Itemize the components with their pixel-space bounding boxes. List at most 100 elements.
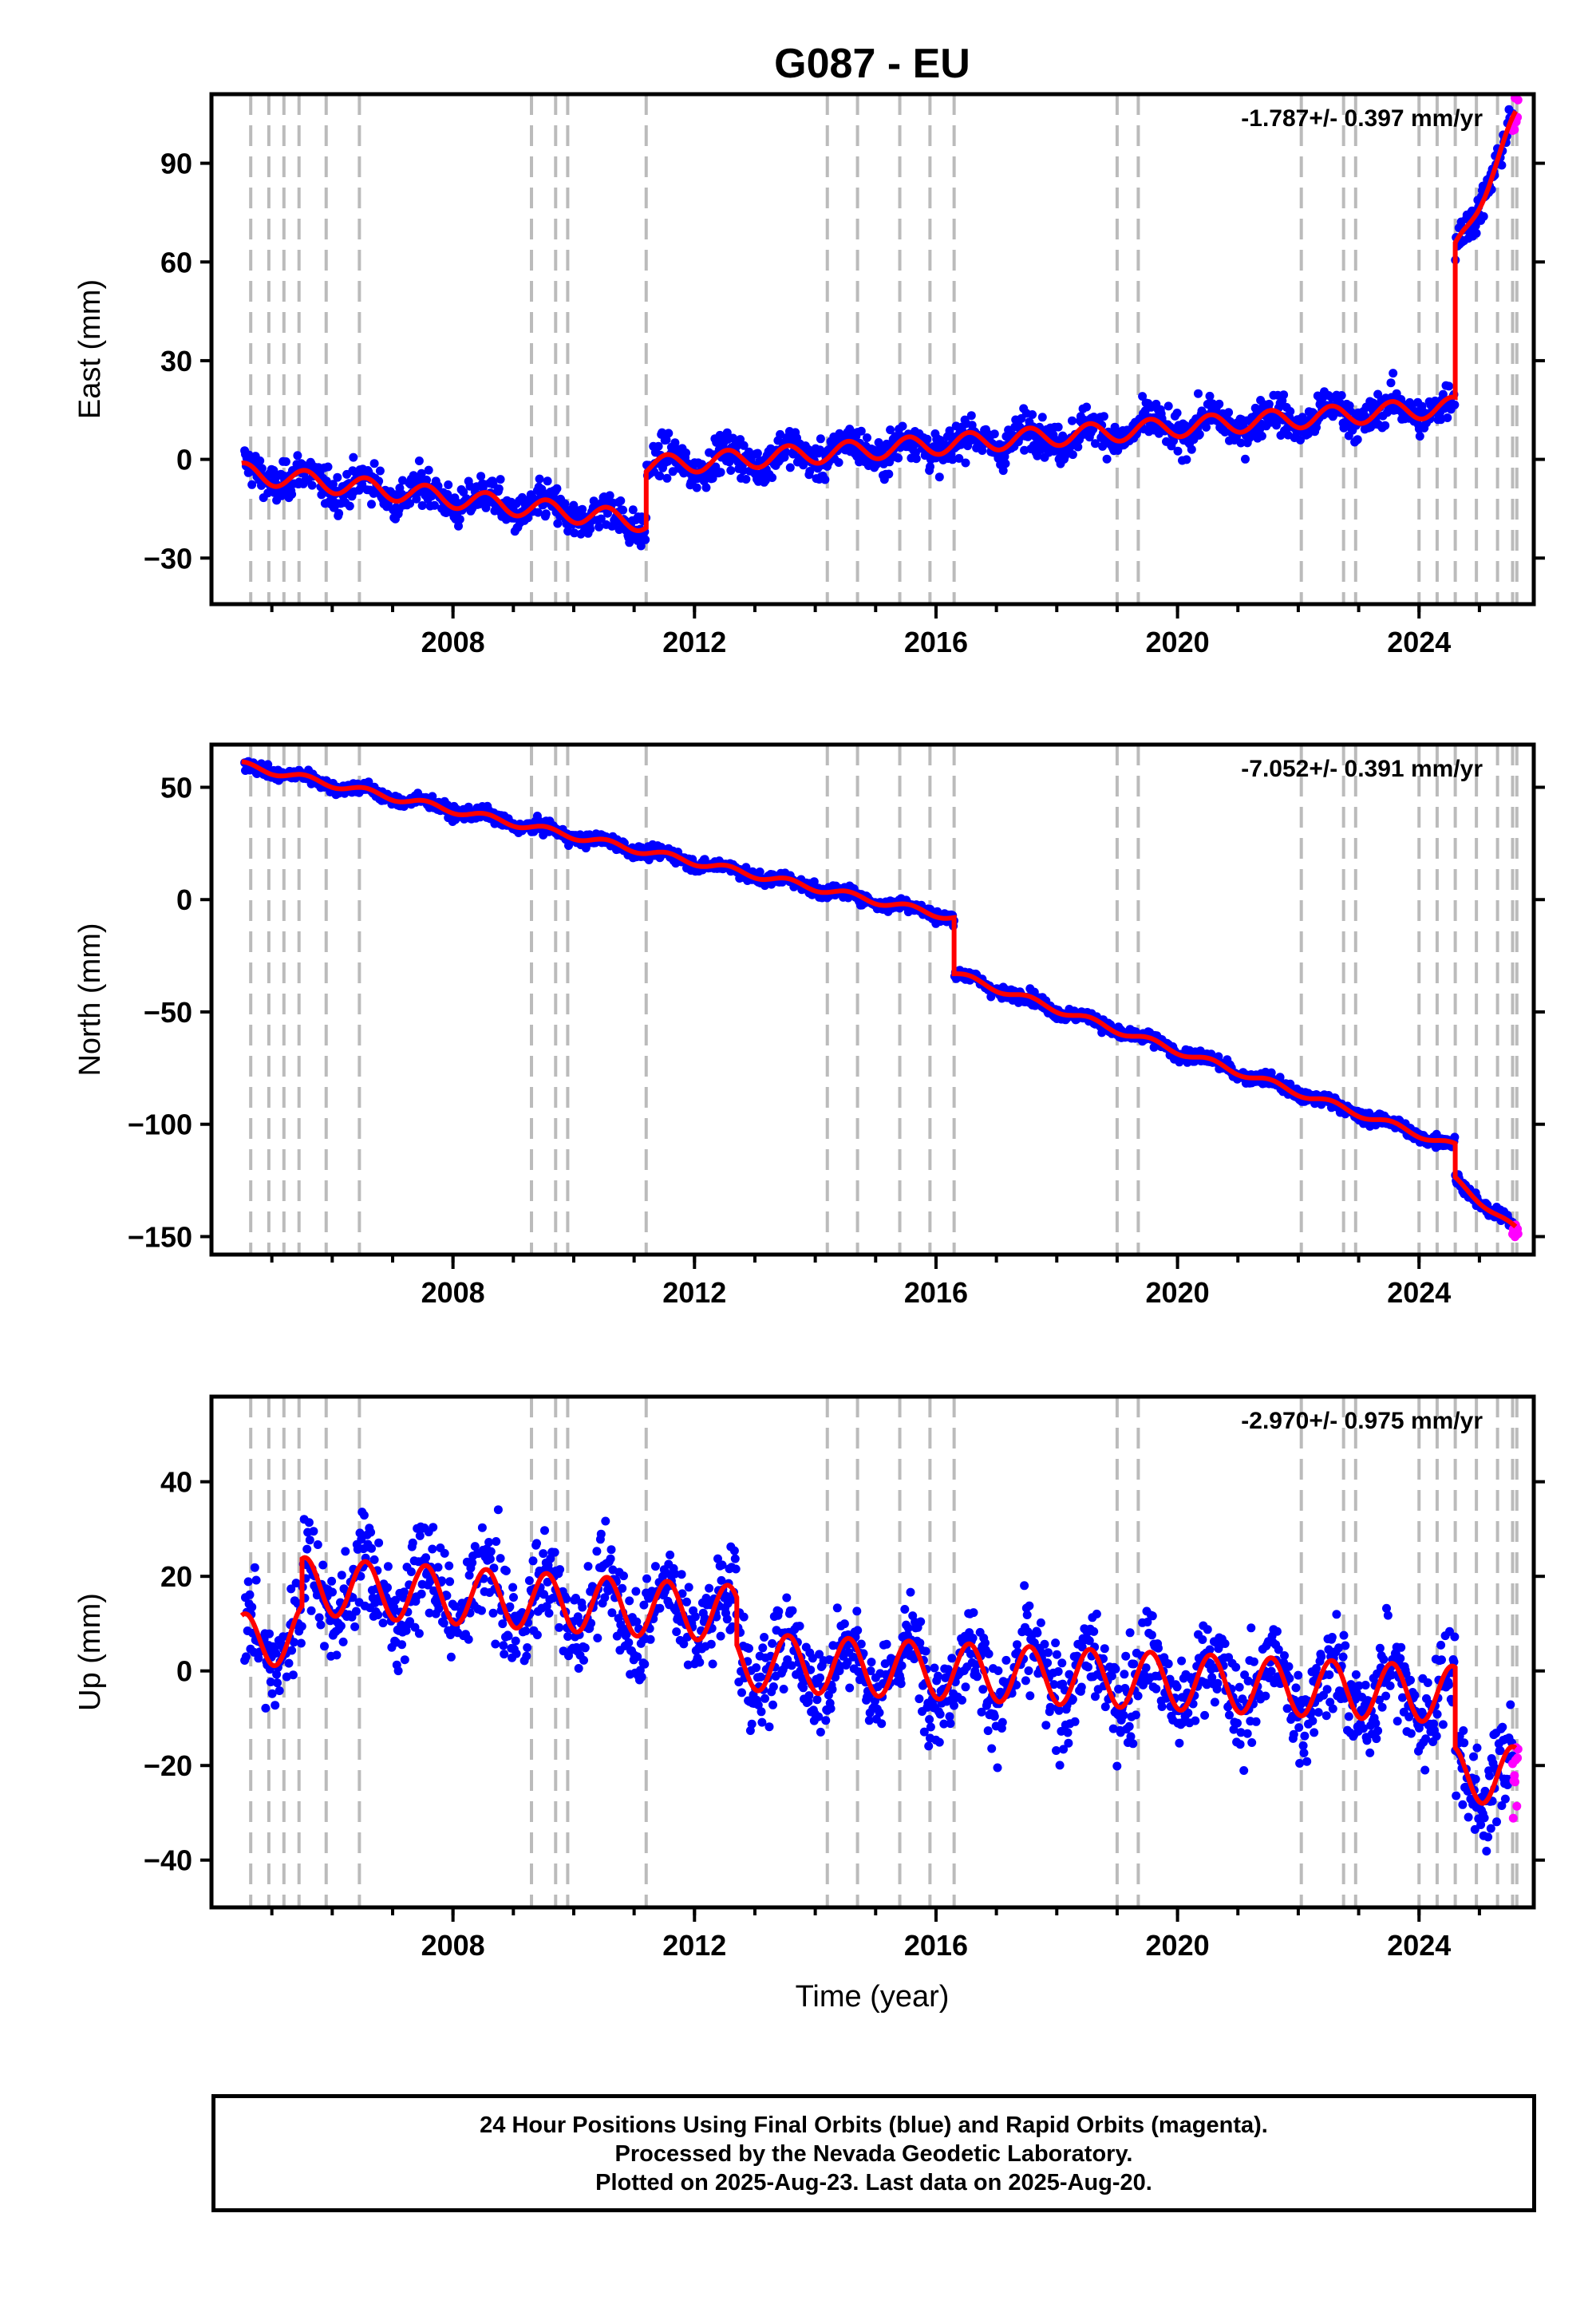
data-point (730, 1554, 740, 1563)
data-point (1070, 1717, 1080, 1726)
data-point (760, 1633, 769, 1642)
data-point (642, 1574, 651, 1583)
data-point (257, 464, 267, 473)
data-point (562, 1594, 571, 1603)
data-point (578, 504, 587, 514)
data-point (1063, 1728, 1073, 1737)
data-point (732, 441, 741, 451)
data-point (812, 1695, 822, 1705)
data-point (863, 433, 871, 442)
data-point (496, 1554, 505, 1563)
data-point (672, 1627, 681, 1637)
data-point (275, 1686, 284, 1695)
data-point (779, 1685, 788, 1694)
data-point (569, 500, 579, 510)
data-point (273, 1678, 282, 1688)
data-point (757, 1717, 767, 1727)
data-point (555, 1622, 564, 1632)
data-point (1169, 436, 1179, 445)
rapid-data-point (1513, 95, 1523, 105)
data-point (1111, 1664, 1120, 1674)
data-point (459, 488, 468, 496)
data-point (405, 499, 415, 508)
data-point (313, 1540, 322, 1549)
data-point (845, 1683, 855, 1693)
y-tick-label: 30 (160, 345, 192, 377)
data-point (1112, 1761, 1122, 1771)
data-point (508, 1583, 518, 1592)
data-point (875, 1708, 884, 1717)
data-point (439, 1618, 448, 1628)
data-point (631, 1587, 641, 1596)
data-point (293, 451, 302, 460)
data-point (1064, 1738, 1073, 1748)
data-point (670, 1569, 680, 1579)
data-point (271, 1649, 281, 1658)
data-point (306, 1606, 316, 1615)
data-point (683, 1660, 693, 1670)
data-point (658, 428, 667, 437)
data-point (852, 1607, 862, 1616)
data-point (633, 1652, 642, 1662)
data-point (1472, 228, 1481, 238)
data-point (934, 1737, 944, 1747)
data-point (486, 1547, 496, 1556)
data-point (291, 1579, 301, 1588)
data-point (717, 1575, 726, 1585)
data-point (512, 1649, 521, 1658)
data-point (605, 491, 614, 500)
data-point (628, 505, 638, 515)
data-point (1013, 1640, 1021, 1650)
x-tick-label: 2020 (1146, 626, 1210, 658)
data-point (1089, 1626, 1099, 1636)
data-point (374, 1538, 384, 1547)
data-point (417, 468, 426, 478)
data-point (1100, 1644, 1109, 1654)
data-point (969, 1608, 978, 1618)
data-point (1279, 390, 1289, 400)
data-point (544, 1608, 554, 1618)
data-point (1157, 1702, 1167, 1711)
data-point (533, 508, 543, 517)
data-point (484, 1538, 494, 1547)
data-point (369, 459, 379, 468)
data-point (954, 453, 964, 463)
data-point (1213, 1678, 1223, 1688)
data-point (1129, 1659, 1139, 1669)
data-point (375, 466, 385, 476)
data-point (500, 1650, 509, 1659)
data-point (563, 1632, 573, 1641)
data-point (446, 1652, 456, 1662)
data-point (297, 1622, 306, 1631)
data-point (1128, 1739, 1138, 1749)
data-point (583, 1562, 593, 1571)
data-point (726, 466, 736, 475)
data-point (716, 468, 725, 477)
data-point (966, 411, 976, 421)
data-point (316, 1620, 326, 1630)
data-point (973, 1672, 982, 1682)
data-point (755, 868, 764, 876)
data-point (886, 425, 895, 435)
data-point (1182, 455, 1191, 464)
x-tick-label: 2008 (421, 1276, 485, 1309)
data-point (1203, 1625, 1212, 1634)
data-point (1163, 1659, 1173, 1669)
data-point (922, 434, 932, 444)
data-point (1152, 1684, 1161, 1694)
data-point (367, 1543, 376, 1553)
data-point (729, 1546, 739, 1555)
data-point (1025, 1601, 1034, 1611)
data-point (345, 501, 354, 511)
data-point (1173, 446, 1183, 456)
data-point (640, 1659, 650, 1669)
y-axis-label: East (mm) (73, 279, 107, 419)
data-point (1044, 1648, 1053, 1658)
data-point (444, 1561, 454, 1571)
data-point (1450, 400, 1460, 409)
data-point (539, 1590, 549, 1599)
data-point (541, 509, 551, 519)
y-tick-label: −30 (144, 542, 192, 575)
data-point (350, 1622, 360, 1631)
data-point (900, 1605, 910, 1614)
